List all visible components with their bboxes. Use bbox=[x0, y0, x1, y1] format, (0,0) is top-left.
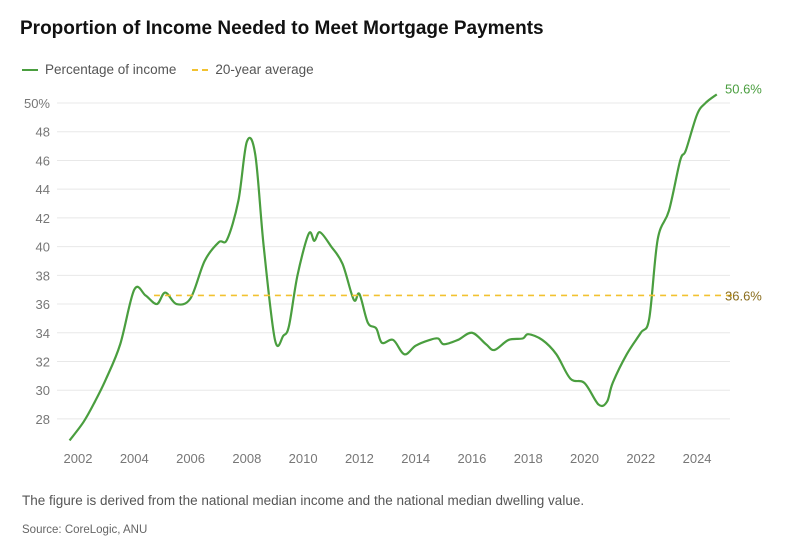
x-tick-label: 2004 bbox=[120, 451, 149, 466]
x-tick-label: 2006 bbox=[176, 451, 205, 466]
x-tick-label: 2002 bbox=[64, 451, 93, 466]
legend: Percentage of income 20-year average bbox=[22, 62, 314, 77]
y-tick-label: 50% bbox=[24, 96, 50, 111]
chart-note: The figure is derived from the national … bbox=[22, 493, 585, 508]
plot-area: 28 30 32 34 36 38 40 42 44 46 48 50% 2002 2004 2006 200… bbox=[24, 81, 762, 466]
x-tick-label: 2008 bbox=[232, 451, 261, 466]
y-tick-label: 40 bbox=[36, 240, 50, 255]
legend-label-income: Percentage of income bbox=[45, 62, 177, 77]
legend-swatch-income bbox=[22, 68, 38, 71]
x-tick-label: 2014 bbox=[401, 451, 430, 466]
y-tick-label: 44 bbox=[36, 182, 50, 197]
y-tick-label: 36 bbox=[36, 297, 50, 312]
y-tick-label: 32 bbox=[36, 354, 50, 369]
y-tick-label: 38 bbox=[36, 268, 50, 283]
y-tick-label: 48 bbox=[36, 125, 50, 140]
end-label-average: 36.6% bbox=[725, 288, 762, 303]
x-tick-label: 2016 bbox=[457, 451, 486, 466]
y-tick-label: 28 bbox=[36, 412, 50, 427]
chart-title: Proportion of Income Needed to Meet Mort… bbox=[20, 18, 544, 39]
series-line-income bbox=[68, 93, 718, 442]
y-tick-label: 42 bbox=[36, 211, 50, 226]
x-tick-label: 2012 bbox=[345, 451, 374, 466]
legend-swatch-average bbox=[192, 68, 209, 71]
legend-label-average: 20-year average bbox=[215, 62, 314, 77]
chart-source: Source: CoreLogic, ANU bbox=[22, 524, 148, 536]
y-tick-label: 46 bbox=[36, 153, 50, 168]
y-tick-label: 30 bbox=[36, 383, 50, 398]
end-label-income: 50.6% bbox=[725, 81, 762, 96]
x-tick-label: 2018 bbox=[514, 451, 543, 466]
y-tick-label: 34 bbox=[36, 326, 50, 341]
x-tick-label: 2020 bbox=[570, 451, 599, 466]
x-tick-label: 2022 bbox=[626, 451, 655, 466]
x-tick-label: 2024 bbox=[683, 451, 712, 466]
x-tick-label: 2010 bbox=[289, 451, 318, 466]
